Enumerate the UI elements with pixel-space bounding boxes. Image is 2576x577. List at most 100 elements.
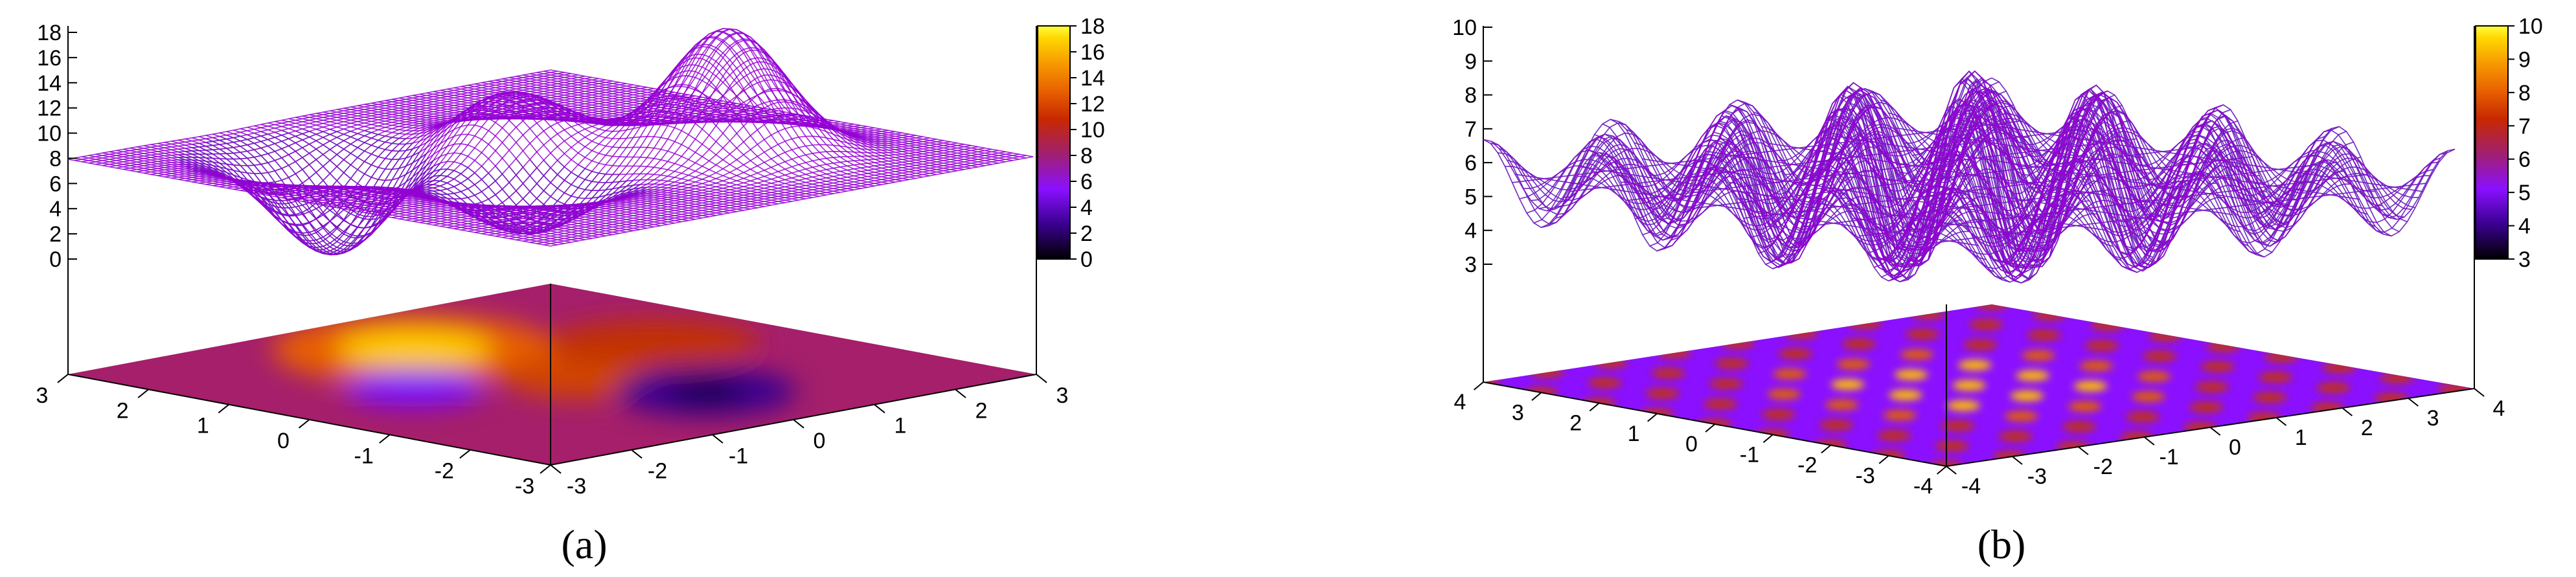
z-tick-label: 9	[1465, 49, 1477, 74]
floor-spot	[1767, 389, 1801, 400]
mesh-line	[116, 150, 599, 238]
y-tick-label: 1	[895, 414, 907, 438]
mesh-line	[1856, 89, 2320, 252]
floor-spot	[1998, 431, 2033, 442]
x-tick-mark	[218, 403, 229, 414]
z-tick-label: 6	[1465, 151, 1477, 175]
mesh-line-underside	[420, 119, 826, 231]
mesh-line	[254, 125, 737, 231]
mesh-line	[219, 132, 703, 253]
mesh-line	[309, 96, 792, 202]
mesh-line	[419, 32, 902, 182]
y-tick-mark	[1036, 374, 1047, 383]
colorbar-tick-label: 4	[1080, 196, 1093, 220]
mesh-line	[198, 136, 682, 253]
floor-spot	[2016, 370, 2050, 381]
floor-spot	[2149, 330, 2183, 341]
floor-spot	[1773, 368, 1807, 379]
x-tick-label: 0	[277, 429, 290, 453]
floor-spot	[2079, 361, 2114, 371]
z-tick-label: 2	[49, 222, 62, 247]
floor-spot	[2004, 411, 2038, 422]
x-tick-label: 1	[197, 414, 209, 438]
x-tick-label: 1	[1628, 422, 1640, 446]
z-tick-label: 18	[37, 21, 62, 45]
mesh-line	[205, 135, 689, 256]
x-tick-label: 2	[117, 398, 129, 423]
mesh-line	[536, 72, 1020, 160]
y-tick-label: 0	[2229, 435, 2241, 460]
mesh-line	[523, 74, 1006, 163]
mesh-line	[1864, 84, 2328, 252]
floor-spot	[2438, 383, 2472, 394]
floor-spot	[1588, 378, 1622, 389]
z-tick-label: 0	[49, 247, 62, 272]
colorbar-tick-label: 18	[1080, 14, 1105, 39]
z-tick-label: 4	[1465, 219, 1477, 243]
mesh-line	[1888, 112, 2352, 211]
floor-spot	[2057, 442, 2091, 452]
x-tick-label: -3	[1856, 464, 1875, 488]
floor-spot	[1969, 319, 2003, 330]
mesh-line	[1681, 90, 2145, 281]
floor-spot	[2259, 372, 2293, 383]
mesh-line	[1872, 90, 2336, 245]
y-tick-label: 0	[814, 429, 826, 453]
y-tick-mark	[955, 389, 966, 398]
x-tick-mark	[1878, 455, 1889, 464]
floor-spot	[1883, 410, 1917, 421]
colorbar-tick-label: 9	[2518, 47, 2531, 72]
y-tick-label: -1	[2160, 445, 2179, 470]
floor-spot	[1888, 390, 1922, 400]
y-tick-label: -2	[648, 459, 667, 484]
mesh-line	[268, 122, 751, 221]
floor-spot	[1657, 348, 1691, 358]
mesh-line	[1642, 158, 2106, 231]
colorbar-tick-label: 2	[1080, 221, 1093, 246]
floor-spot	[1593, 357, 1628, 368]
surface-mesh-a	[67, 28, 1034, 256]
floor-spot	[1778, 348, 1812, 359]
floor-spot	[1819, 420, 1853, 431]
x-tick-label: -2	[1797, 453, 1817, 478]
mesh-line	[315, 93, 799, 201]
z-tick-label: 4	[49, 197, 62, 221]
colorbar-tick-label: 6	[1080, 170, 1093, 194]
floor-spot	[1963, 339, 1998, 350]
mesh-line	[95, 74, 578, 165]
floor-spot	[2264, 352, 2298, 363]
y-tick-mark	[793, 419, 804, 429]
z-tick-label: 10	[37, 122, 62, 146]
mesh-line	[323, 91, 806, 199]
x-tick-mark	[298, 419, 310, 429]
colorbar-tick-label: 7	[2518, 114, 2531, 139]
mesh-line	[1904, 117, 2368, 215]
floor-spot	[1830, 379, 1865, 390]
floor-spot	[1900, 349, 1934, 360]
floor-spot	[1930, 461, 1963, 466]
mesh-line	[233, 130, 716, 239]
colorbar-tick-label: 0	[1080, 247, 1093, 272]
x-tick-label: 3	[36, 383, 49, 408]
y-tick-label: 4	[2493, 396, 2505, 421]
mesh-line	[137, 146, 620, 234]
mesh-line	[1952, 113, 2415, 209]
mesh-line	[1737, 70, 2201, 272]
y-tick-label: 2	[2361, 416, 2373, 440]
floor-spot	[2380, 372, 2414, 383]
y-tick-mark	[2474, 388, 2485, 397]
mesh-line	[1840, 117, 2305, 219]
z-tick-label: 16	[37, 46, 62, 71]
y-tick-mark	[2275, 417, 2287, 426]
colorbar-tick-label: 10	[2518, 14, 2543, 39]
y-tick-mark	[712, 434, 724, 444]
y-tick-mark	[631, 449, 643, 459]
floor-spot	[1975, 304, 2009, 310]
x-tick-mark	[1589, 402, 1600, 412]
mesh-line	[1896, 128, 2360, 200]
floor-spot	[2189, 402, 2224, 413]
z-tick-label: 7	[1465, 117, 1477, 142]
